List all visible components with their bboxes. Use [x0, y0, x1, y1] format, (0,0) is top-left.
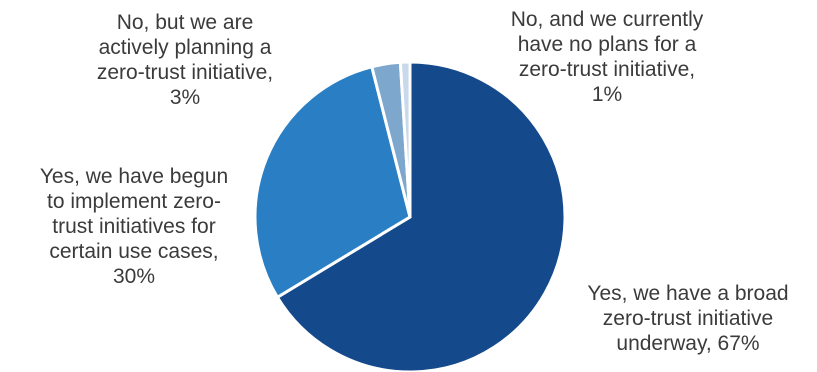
pie-slices: [253, 60, 567, 372]
pie-slice-4: [398, 60, 412, 218]
pie-labels: Yes, we have a broad zero-trust initiativ…: [40, 8, 789, 355]
pie-slice-label-line: 3%: [170, 86, 200, 109]
pie-slice-label-3: No, but we are actively planning a zero-tr…: [97, 11, 273, 109]
pie-slice-2: [253, 64, 412, 300]
pie-slice-label-line: No, but we are: [117, 11, 254, 34]
pie-slice-label-line: underway, 67%: [616, 332, 759, 355]
pie-slice-label-line: zero-trust initiative: [603, 307, 773, 330]
pie-slice-label-line: have no plans for a: [518, 33, 697, 56]
pie-slice-label-2: Yes, we have begun to implement zero-trus…: [40, 165, 228, 288]
pie-slice-label-line: actively planning a: [99, 36, 272, 59]
pie-slice-label-line: No, and we currently: [511, 8, 704, 31]
pie-slice-label-line: zero-trust initiative,: [97, 61, 273, 84]
pie-slice-label-line: trust initiatives for: [52, 215, 215, 238]
pie-slice-label-line: certain use cases,: [49, 240, 218, 263]
pie-slice-label-line: Yes, we have a broad: [587, 282, 788, 305]
pie-slice-label-line: zero-trust initiative,: [519, 58, 695, 81]
pie-slice-1: [275, 60, 567, 372]
pie-slice-label-line: to implement zero-: [47, 190, 221, 213]
pie-slice-label-line: 1%: [592, 83, 622, 106]
pie-slice-label-line: Yes, we have begun: [40, 165, 228, 188]
pie-slice-label-1: Yes, we have a broad zero-trust initiativ…: [587, 282, 788, 355]
pie-slice-label-line: 30%: [113, 265, 155, 288]
